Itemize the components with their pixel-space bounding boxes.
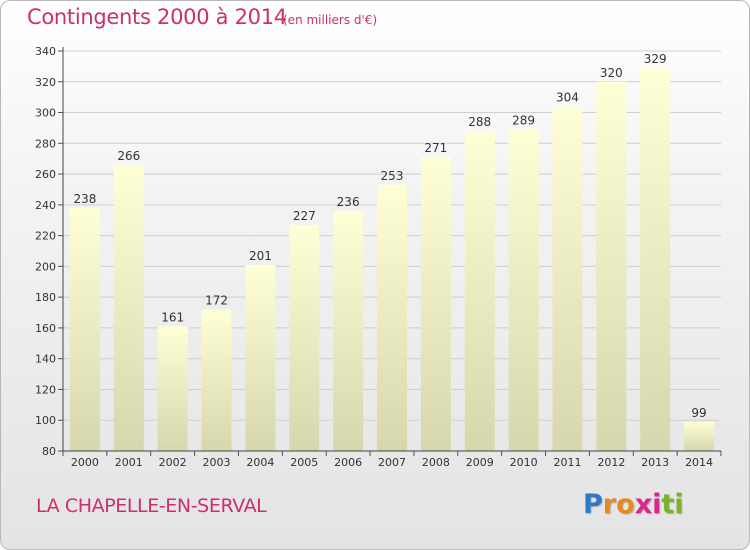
x-tick-label: 2001 [115,456,143,469]
bar [552,106,583,451]
chart-unit-label: (en milliers d'€) [283,13,378,27]
logo-letter: t [661,489,675,520]
y-tick-label: 340 [35,45,56,58]
x-tick-label: 2009 [466,456,494,469]
bar-value-label: 320 [600,66,623,80]
x-tick-label: 2007 [378,456,406,469]
bar-value-label: 227 [293,209,316,223]
bar-value-label: 253 [381,169,404,183]
y-tick-label: 120 [35,383,56,396]
y-tick-label: 240 [35,199,56,212]
x-tick-label: 2005 [290,456,318,469]
bar [69,207,100,451]
proxiti-logo: Proxiti [583,489,684,520]
bar [245,264,276,451]
y-tick-label: 160 [35,322,56,335]
x-tick-label: 2013 [641,456,669,469]
x-tick-label: 2004 [246,456,274,469]
x-tick-label: 2003 [203,456,231,469]
y-tick-label: 180 [35,291,56,304]
bar-value-label: 266 [117,149,140,163]
x-tick-label: 2014 [685,456,713,469]
bar-value-label: 161 [161,310,184,324]
x-tick-label: 2006 [334,456,362,469]
x-tick-label: 2010 [510,456,538,469]
bar-value-label: 236 [337,195,360,209]
bar-value-label: 238 [73,192,96,206]
bar-value-label: 201 [249,249,272,263]
logo-letter: o [616,489,635,520]
bar [289,224,320,451]
x-tick-label: 2008 [422,456,450,469]
bar [201,309,232,451]
bar [333,211,364,451]
bar-value-label: 172 [205,293,228,307]
axes [58,47,722,456]
bar [508,129,539,451]
bar-value-label: 271 [424,141,447,155]
logo-letter: i [652,489,662,520]
y-tick-label: 140 [35,353,56,366]
logo-letter: P [583,489,603,520]
y-tick-label: 220 [35,230,56,243]
x-tick-label: 2011 [553,456,581,469]
x-tick-label: 2012 [597,456,625,469]
y-tick-label: 300 [35,107,56,120]
bar-value-label: 99 [691,406,706,420]
bar-value-label: 288 [468,115,491,129]
x-tick-label: 2002 [159,456,187,469]
y-tick-label: 320 [35,76,56,89]
y-tick-label: 280 [35,137,56,150]
bars [69,67,715,452]
labels: 80 100 120 140 160 180 200 220 240 260 280 300 320 34… [35,45,713,469]
bar [157,326,188,451]
bar [420,157,451,451]
y-tick-label: 80 [42,445,56,458]
bar-value-label: 329 [644,52,667,66]
bar [377,184,407,451]
bar [113,164,144,451]
bar [684,421,715,451]
y-tick-label: 100 [35,414,56,427]
y-tick-label: 200 [35,260,56,273]
logo-letter: r [602,489,617,520]
bar-value-label: 289 [512,113,535,127]
logo-letter: x [634,489,653,520]
x-tick-label: 2000 [71,456,99,469]
bar [464,131,495,451]
commune-name: LA CHAPELLE-EN-SERVAL [36,495,267,517]
logo-letter: i [674,489,684,520]
bar [640,67,671,451]
bar-value-label: 304 [556,90,579,104]
bar [596,81,627,452]
y-tick-label: 260 [35,168,56,181]
chart-title: Contingents 2000 à 2014 [27,5,287,29]
